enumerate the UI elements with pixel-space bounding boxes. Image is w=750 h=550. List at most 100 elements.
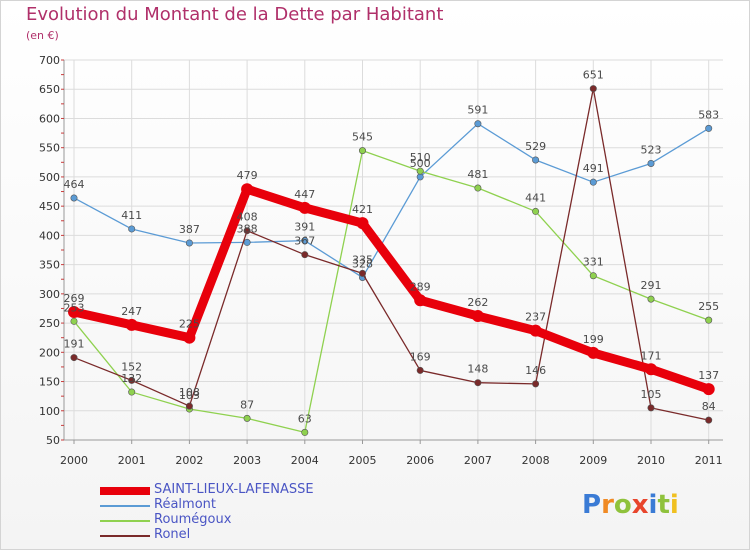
x-tick-label: 2003 [233,454,261,467]
data-label: 63 [298,412,312,425]
data-point [185,239,193,247]
legend-label: Réalmont [154,497,216,512]
data-point [647,295,655,303]
data-label: 108 [179,386,200,399]
data-label: 583 [698,108,719,121]
data-point [589,178,597,186]
data-label: 411 [121,209,142,222]
data-point [125,318,138,331]
data-point [68,305,80,318]
series-line [69,184,714,394]
x-tick-label: 2007 [464,454,492,467]
x-tick-label: 2009 [579,454,607,467]
series-ronel [70,85,713,424]
data-point [532,380,540,388]
series-line [73,87,710,421]
data-label: 447 [294,188,315,201]
data-point [645,363,657,376]
chart-subtitle: (en €) [26,29,59,42]
series-roum-goux [70,147,713,436]
y-tick-label: 400 [39,229,60,242]
data-labels: 464 411 387 388 391 328 500 591 529 491 523 583 253 1… [64,69,720,426]
series-r-almont [70,120,713,281]
legend-swatch [100,535,150,537]
data-label: 523 [641,143,662,156]
y-tick-label: 200 [39,346,60,359]
data-label: 152 [121,360,142,373]
x-tick-label: 2006 [406,454,434,467]
legend-swatch [100,520,150,522]
data-point [301,428,309,436]
x-tick-label: 2000 [60,454,88,467]
legend-label: Ronel [154,527,191,542]
logo-letter: o [613,490,632,520]
y-tick-label: 450 [39,200,60,213]
data-label: 500 [410,157,431,170]
data-label: 510 [410,151,431,164]
data-label: 148 [467,363,488,376]
data-label: 441 [525,191,546,204]
data-point [532,156,540,164]
data-point [416,173,424,181]
data-label: 335 [352,253,373,266]
data-point [358,269,366,277]
data-point [532,207,540,215]
y-tick-label: 150 [39,376,60,389]
y-tick-label: 550 [39,142,60,155]
data-label: 103 [179,389,200,402]
data-label: 105 [641,388,662,401]
y-tick-label: 250 [39,317,60,330]
data-point [241,183,254,196]
x-tick-label: 2008 [522,454,550,467]
series-line [73,149,710,434]
data-label: 137 [698,369,719,382]
data-point [702,383,715,396]
data-label: 289 [410,280,431,293]
data-label: 84 [702,400,716,413]
data-point [356,217,369,230]
y-tick-label: 50 [46,434,60,447]
data-label: 331 [583,256,604,269]
data-point [358,147,366,155]
x-tick-label: 2002 [175,454,203,467]
data-label: 132 [121,372,142,385]
data-point [243,238,251,246]
data-label: 269 [64,292,85,305]
logo-letter: i [648,490,658,520]
data-label: 225 [179,318,200,331]
data-label: 387 [179,223,200,236]
data-label: 169 [410,350,431,363]
data-point [243,414,251,422]
data-label: 146 [525,364,546,377]
data-label: 237 [525,311,546,324]
data-label: 87 [240,398,254,411]
data-label: 253 [64,301,85,314]
y-tick-label: 700 [39,54,60,67]
legend-swatch [100,505,150,507]
data-label: 479 [237,169,258,182]
data-label: 464 [64,178,85,191]
logo-letter: r [601,490,614,520]
data-point [416,167,424,175]
data-label: 481 [467,168,488,181]
data-label: 247 [121,305,142,318]
data-label: 421 [352,203,373,216]
data-point [185,402,193,410]
y-tick-label: 300 [39,288,60,301]
logo-letter: P [582,490,602,520]
data-point [70,354,78,362]
data-point [647,159,655,167]
grid-lines [64,59,723,441]
data-point [705,124,713,132]
data-point [301,237,309,245]
y-tick-label: 600 [39,112,60,125]
data-point [589,85,597,93]
data-label: 199 [583,333,604,346]
x-tick-label: 2005 [349,454,377,467]
data-label: 191 [64,338,85,351]
data-point [70,317,78,325]
data-label: 491 [583,162,604,175]
series-line [73,123,710,279]
